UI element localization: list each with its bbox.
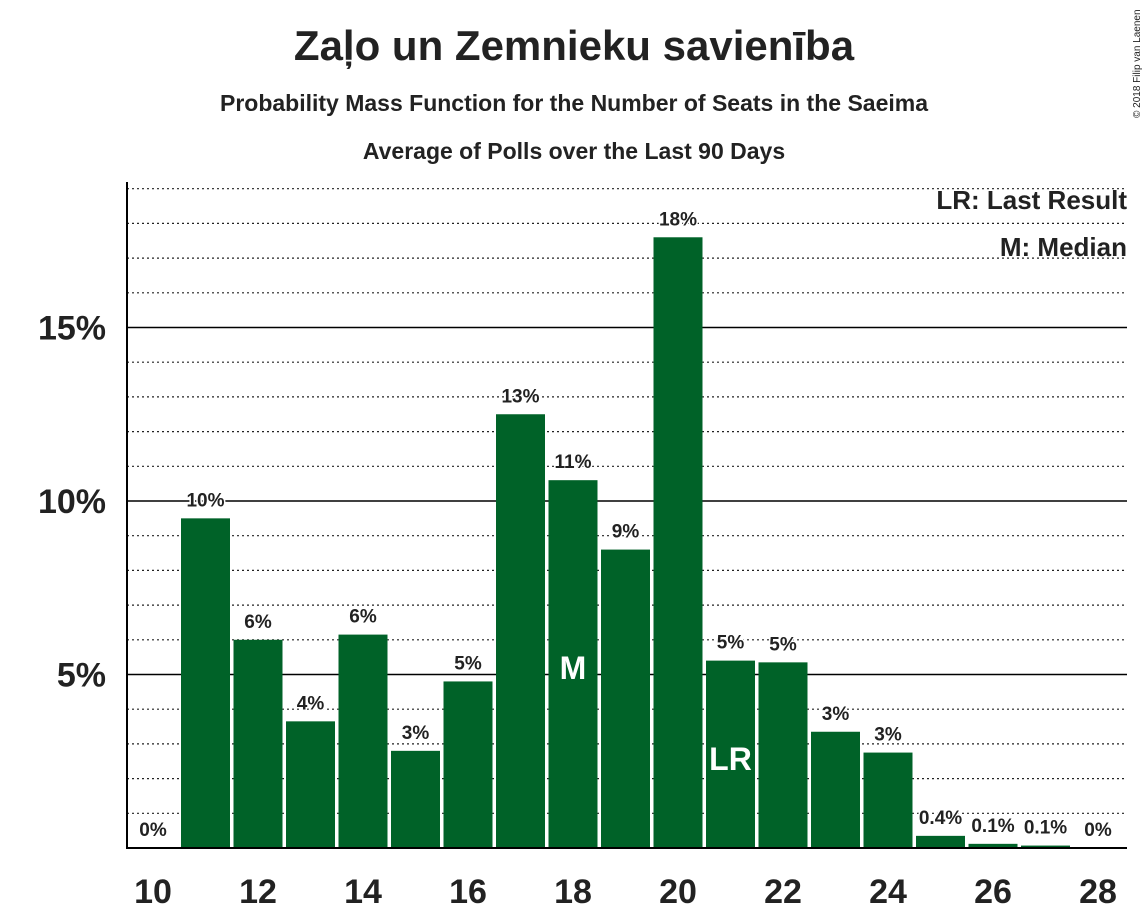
bar (758, 662, 808, 848)
x-tick-label: 10 (134, 873, 172, 911)
x-tick-label: 24 (869, 873, 907, 911)
chart-title: Zaļo un Zemnieku savienība (293, 22, 855, 69)
bar-value-label: 6% (349, 607, 377, 628)
bar (548, 480, 598, 848)
bar (968, 843, 1018, 848)
bar-value-label: 5% (769, 634, 797, 655)
x-tick-label: 26 (974, 873, 1012, 911)
last-result-marker: LR (709, 741, 752, 777)
bar-value-label: 3% (402, 723, 430, 744)
x-tick-label: 18 (554, 873, 592, 911)
bar-value-label: 5% (717, 633, 745, 654)
y-tick-label: 15% (38, 310, 106, 348)
median-marker: M (560, 650, 587, 686)
bar-value-label: 0% (1084, 820, 1112, 841)
bar (286, 721, 335, 848)
x-tick-label: 20 (659, 873, 697, 911)
bar (443, 681, 493, 848)
bar (916, 835, 965, 848)
bar-value-label: 6% (244, 612, 272, 633)
bar (338, 634, 388, 848)
bar-value-label: 0.4% (919, 808, 962, 829)
x-tick-label: 28 (1079, 873, 1117, 911)
bar-value-label: 11% (555, 452, 592, 473)
bar-value-label: 0.1% (1024, 818, 1067, 839)
y-tick-label: 5% (57, 657, 106, 695)
bar-value-label: 4% (297, 693, 325, 714)
bar-value-label: 13% (501, 386, 539, 407)
bar-value-label: 3% (874, 725, 902, 746)
bar (391, 750, 440, 848)
bar (863, 752, 913, 848)
bar-value-label: 18% (659, 209, 697, 230)
bar (601, 549, 650, 848)
bar (233, 639, 283, 848)
bar-value-label: 0% (139, 820, 167, 841)
bar (1021, 845, 1070, 848)
bar-value-label: 9% (612, 522, 640, 543)
x-tick-label: 22 (764, 873, 802, 911)
x-tick-label: 14 (344, 873, 382, 911)
bar (811, 731, 860, 848)
bar-value-label: 3% (822, 704, 850, 725)
legend-median: M: Median (1000, 232, 1127, 262)
chart-subtitle-2: Average of Polls over the Last 90 Days (362, 138, 786, 164)
chart-subtitle: Probability Mass Function for the Number… (219, 90, 928, 116)
bar-value-label: 5% (454, 653, 482, 674)
y-tick-label: 10% (38, 483, 106, 521)
x-tick-label: 16 (449, 873, 487, 911)
x-tick-label: 12 (239, 873, 277, 911)
bar-value-label: 0.1% (971, 816, 1014, 837)
bar (181, 518, 230, 848)
legend-last-result: LR: Last Result (936, 185, 1127, 215)
bar (706, 660, 755, 848)
bar (653, 237, 703, 848)
bar (496, 414, 545, 848)
bar-value-label: 10% (186, 490, 224, 511)
